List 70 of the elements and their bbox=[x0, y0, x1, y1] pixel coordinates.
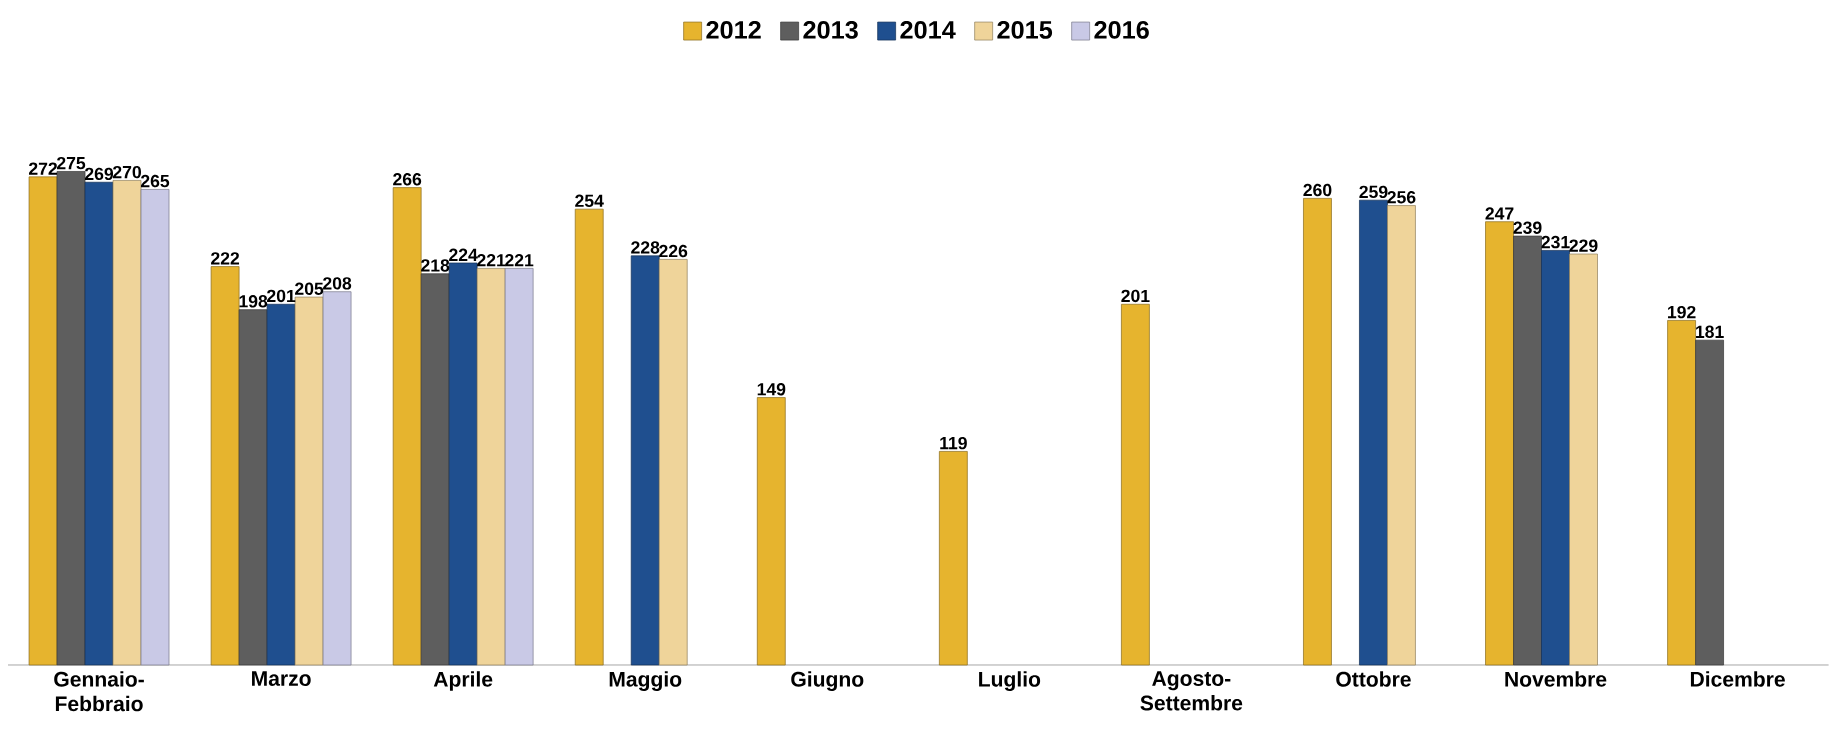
bar bbox=[1485, 221, 1514, 666]
bar bbox=[56, 171, 86, 666]
data-label: 119 bbox=[940, 436, 967, 450]
legend-label: 2015 bbox=[997, 20, 1053, 39]
bar bbox=[1121, 303, 1150, 666]
data-label: 198 bbox=[239, 295, 268, 308]
bar bbox=[392, 187, 422, 666]
bar bbox=[574, 208, 604, 666]
data-label: 269 bbox=[84, 167, 114, 181]
bar bbox=[630, 255, 660, 666]
data-label: 221 bbox=[477, 254, 506, 267]
bar bbox=[1513, 235, 1542, 666]
x-tick-label: Ottobre bbox=[1336, 671, 1411, 687]
data-label: 192 bbox=[1668, 305, 1696, 319]
data-label: 181 bbox=[1696, 325, 1724, 339]
data-label: 259 bbox=[1359, 185, 1388, 199]
bar bbox=[294, 296, 324, 666]
x-tick-label: Novembre bbox=[1505, 671, 1607, 687]
data-label: 260 bbox=[1303, 183, 1332, 197]
bar bbox=[1569, 253, 1598, 666]
data-label: 256 bbox=[1387, 191, 1416, 204]
data-label: 205 bbox=[295, 282, 324, 295]
x-tick-label: Gennaio-Febbraio bbox=[54, 671, 144, 712]
bar bbox=[1387, 205, 1416, 666]
data-label: 270 bbox=[112, 165, 141, 179]
bar bbox=[420, 273, 450, 666]
bar bbox=[1695, 339, 1724, 666]
bar bbox=[84, 181, 114, 666]
legend-label: 2013 bbox=[803, 20, 858, 39]
x-tick-label: Agosto-Settembre bbox=[1140, 671, 1243, 711]
data-label: 254 bbox=[575, 194, 604, 208]
legend-label: 2016 bbox=[1094, 20, 1149, 39]
legend-label: 2012 bbox=[706, 20, 761, 39]
data-label: 266 bbox=[393, 173, 422, 186]
data-label: 229 bbox=[1569, 239, 1598, 252]
legend-label: 2014 bbox=[900, 20, 956, 39]
data-label: 226 bbox=[659, 244, 688, 258]
data-label: 224 bbox=[449, 248, 478, 261]
bar bbox=[1667, 320, 1696, 666]
bar bbox=[266, 303, 296, 666]
data-label: 221 bbox=[505, 254, 534, 267]
bar bbox=[1541, 250, 1570, 666]
data-label: 149 bbox=[757, 383, 786, 396]
bar bbox=[238, 309, 268, 666]
data-label: 275 bbox=[56, 156, 86, 170]
bar bbox=[1303, 198, 1332, 666]
bar bbox=[476, 268, 506, 666]
x-tick-label: Giugno bbox=[791, 671, 864, 691]
bar bbox=[939, 451, 968, 666]
x-tick-label: Marzo bbox=[252, 671, 311, 686]
x-tick-label: Dicembre bbox=[1690, 671, 1785, 687]
bar bbox=[210, 266, 240, 666]
data-label: 228 bbox=[631, 241, 660, 254]
bar bbox=[448, 262, 478, 666]
data-label: 218 bbox=[421, 259, 450, 272]
bar bbox=[756, 397, 786, 666]
bar bbox=[28, 176, 58, 666]
data-label: 208 bbox=[323, 277, 352, 290]
x-tick-label: Maggio bbox=[609, 671, 682, 691]
bar bbox=[112, 180, 142, 666]
data-label: 222 bbox=[211, 252, 240, 265]
x-tick-label: Aprile bbox=[433, 671, 493, 691]
bar bbox=[658, 259, 688, 666]
data-label: 272 bbox=[29, 162, 57, 175]
data-label: 265 bbox=[140, 174, 170, 188]
bar bbox=[1359, 199, 1388, 666]
data-label: 201 bbox=[267, 289, 296, 303]
x-tick-label: Luglio bbox=[979, 671, 1041, 691]
data-label: 201 bbox=[1121, 289, 1150, 303]
data-label: 247 bbox=[1485, 207, 1514, 220]
